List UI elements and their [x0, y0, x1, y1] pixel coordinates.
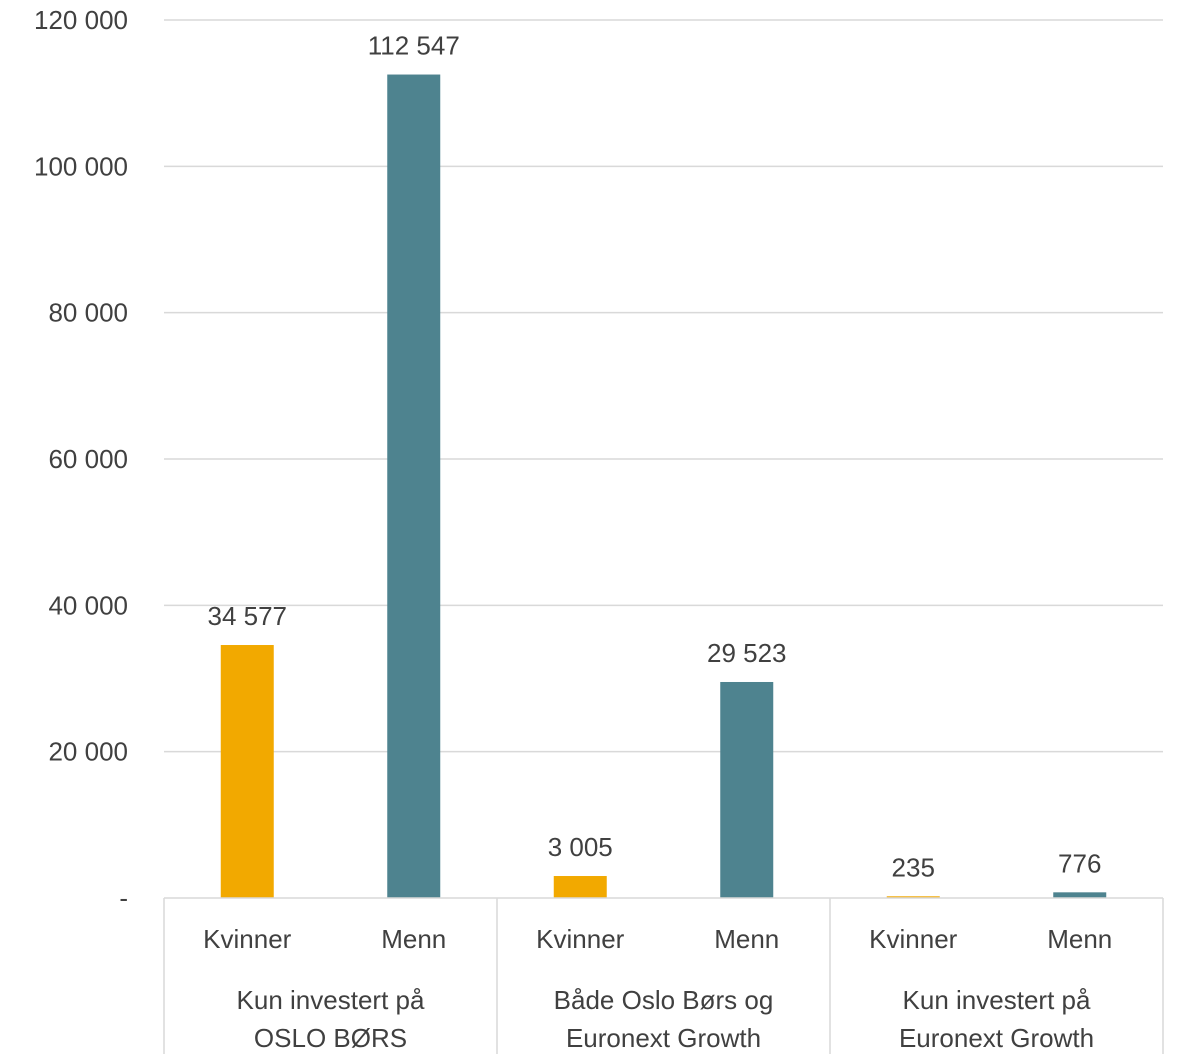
y-axis-tick-labels: - 20 000 40 000 60 000 80 000 100 000 120 000 [34, 5, 128, 913]
y-tick-label: 120 000 [34, 5, 128, 35]
bar [1053, 892, 1106, 898]
bar-category-label: Kvinner [869, 924, 957, 954]
bar [720, 682, 773, 898]
bar [387, 75, 440, 898]
bar-category-label: Menn [1047, 924, 1112, 954]
group-label: Kun investert på [237, 985, 425, 1015]
bar-category-label: Kvinner [536, 924, 624, 954]
data-label: 34 577 [207, 601, 287, 631]
y-tick-label: 20 000 [48, 737, 128, 767]
data-label: 235 [892, 852, 935, 882]
bar-category-label: Menn [714, 924, 779, 954]
bar [554, 876, 607, 898]
y-tick-label: 40 000 [48, 590, 128, 620]
data-label: 29 523 [707, 638, 787, 668]
bar-category-label: Menn [381, 924, 446, 954]
y-tick-label: 100 000 [34, 151, 128, 181]
data-label: 112 547 [368, 31, 460, 61]
category-labels: Kvinner Menn Kun investert på OSLO BØRS Kvin… [203, 924, 1112, 1053]
bars [221, 75, 1107, 898]
group-label: OSLO BØRS [254, 1023, 407, 1053]
group-label: Kun investert på [903, 985, 1091, 1015]
y-tick-label: 80 000 [48, 298, 128, 328]
bar [221, 645, 274, 898]
y-tick-label: - [119, 883, 128, 913]
gridlines [164, 20, 1163, 752]
data-labels: 34 577 112 547 3 005 29 523 235 776 [207, 31, 1101, 883]
group-label: Både Oslo Børs og [554, 985, 774, 1015]
group-label: Euronext Growth [566, 1023, 761, 1053]
bar-category-label: Kvinner [203, 924, 291, 954]
data-label: 776 [1058, 848, 1101, 878]
y-tick-label: 60 000 [48, 444, 128, 474]
data-label: 3 005 [548, 832, 613, 862]
group-label: Euronext Growth [899, 1023, 1094, 1053]
